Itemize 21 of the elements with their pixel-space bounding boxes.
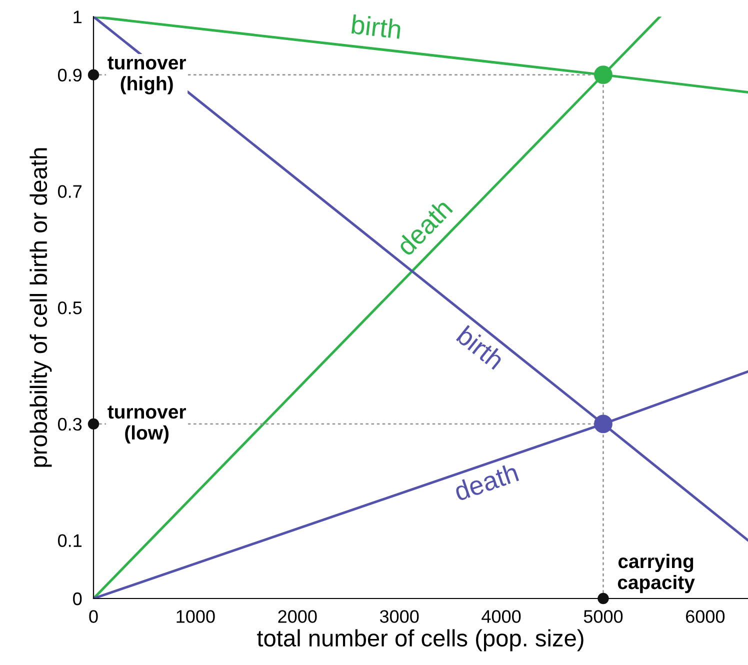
text: birth (351, 14, 402, 40)
x-tick-label: 0 (89, 610, 98, 623)
x-tick-label: 5000 (584, 610, 623, 623)
annotation: turnover (high) (108, 56, 186, 94)
x-tick-label: 6000 (686, 610, 725, 623)
y-tick-label: 0 (73, 592, 82, 606)
y-tick-label: 1 (74, 10, 82, 24)
x-axis-title: total number of cells (pop. size) (257, 629, 584, 652)
x-tick-label: 3000 (380, 610, 419, 623)
y-axis-title: probability of cell birth or death (30, 148, 52, 467)
annotation: carrying capacity (618, 554, 695, 594)
y-tick-label: 0.3 (58, 418, 82, 431)
x-tick-label: 4000 (482, 610, 521, 623)
y-tick-label: 0.7 (58, 185, 82, 198)
annotation: turnover (low) (108, 406, 186, 444)
x-tick-label: 2000 (278, 610, 317, 623)
x-tick-label: 1000 (176, 610, 215, 623)
y-tick-label: 0.9 (58, 68, 82, 82)
text: death (453, 462, 520, 502)
y-tick-label: 0.1 (58, 534, 82, 548)
y-tick-label: 0.5 (58, 301, 82, 314)
